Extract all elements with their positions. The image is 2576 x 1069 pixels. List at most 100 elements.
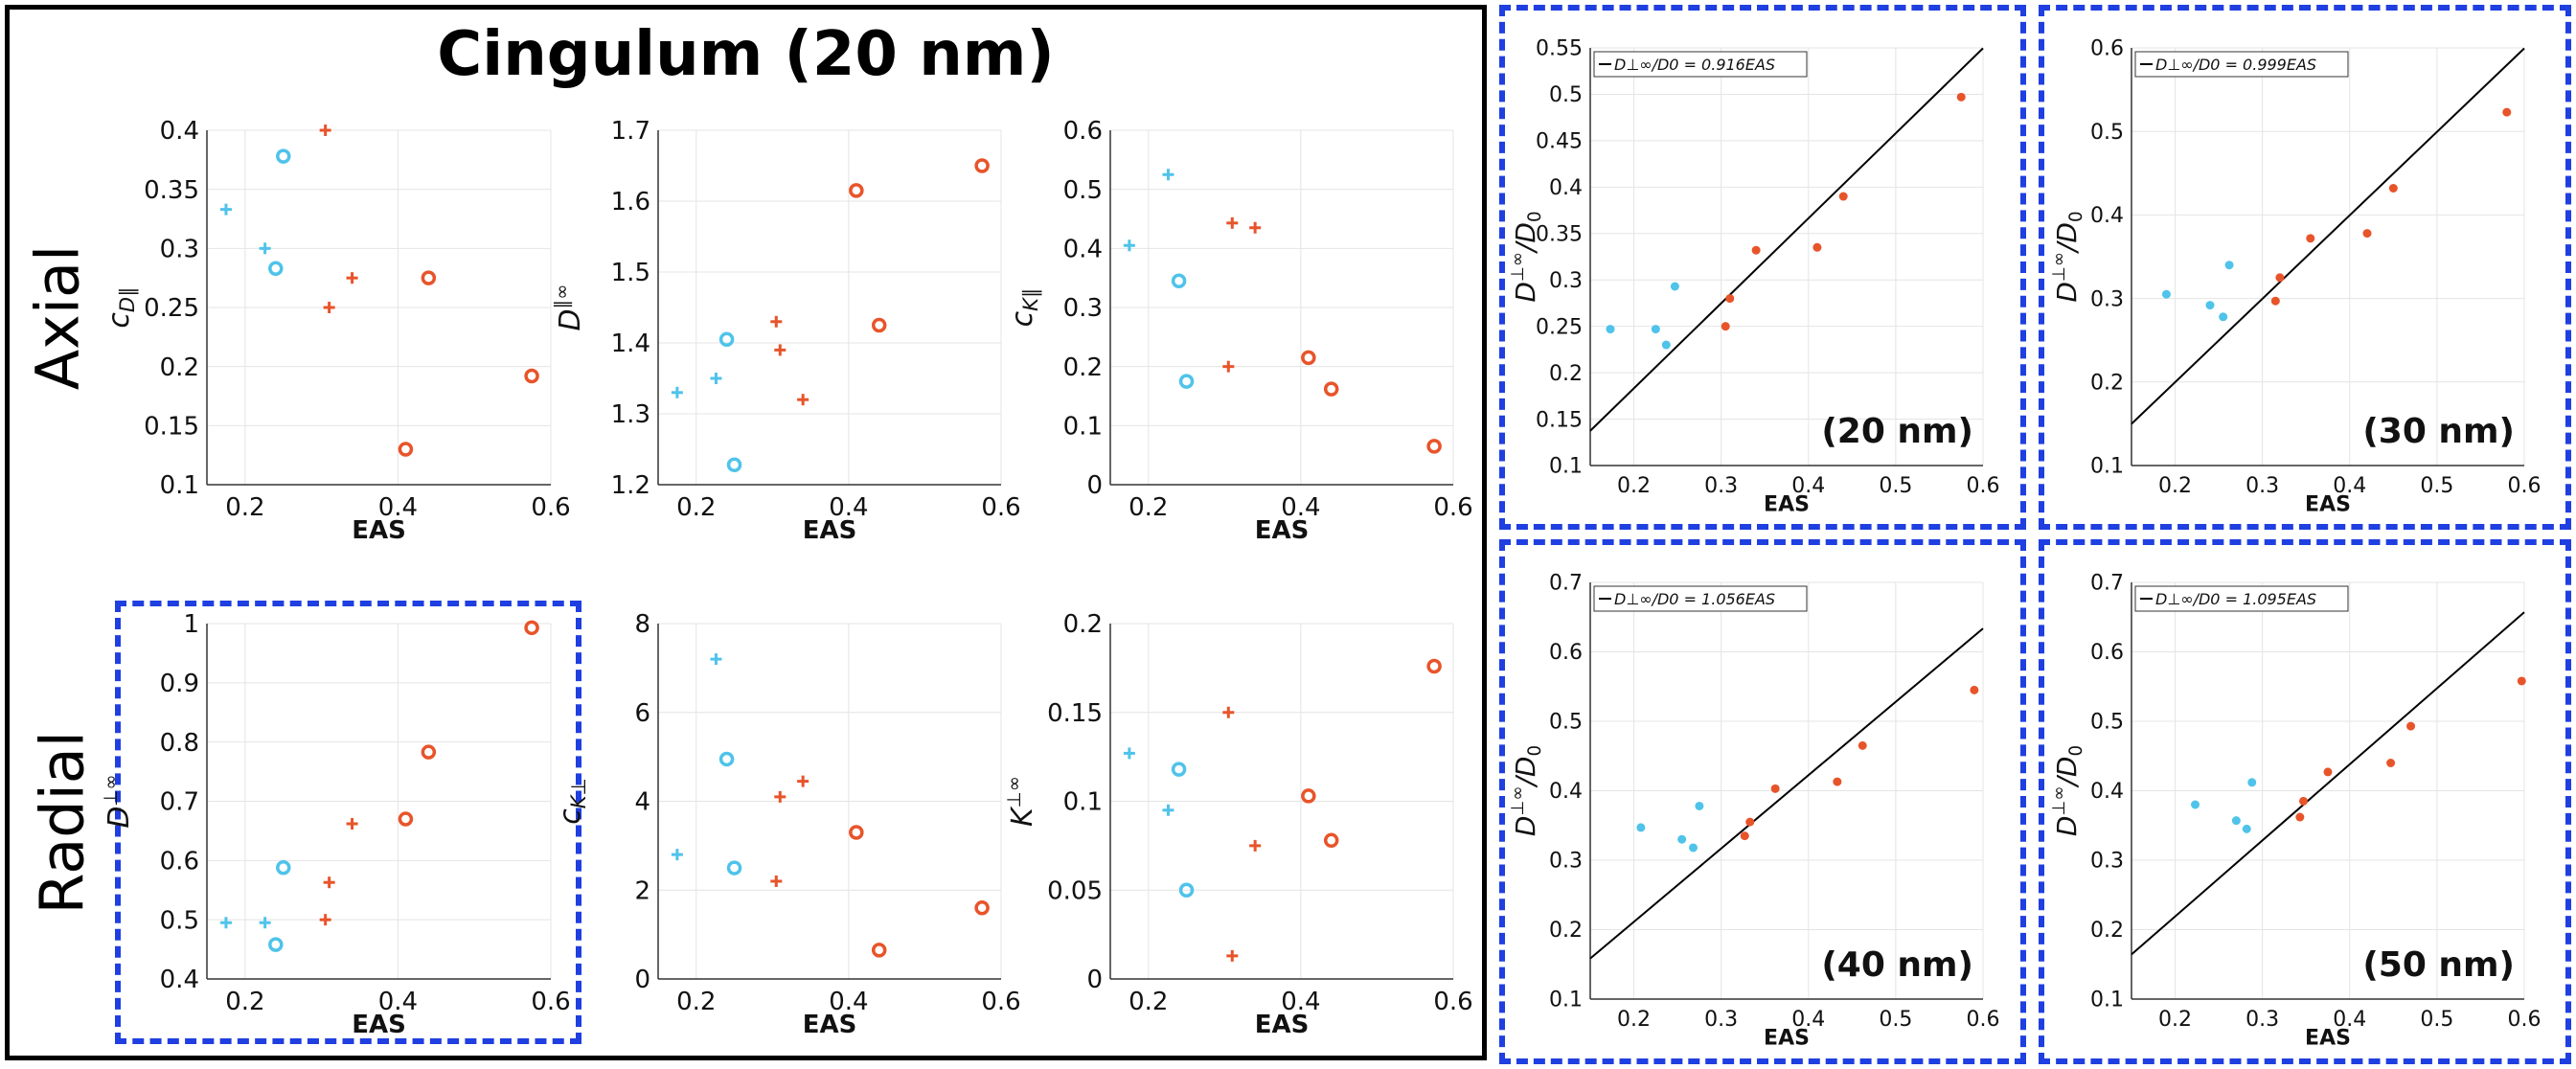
y-tick-label: 0.9 <box>160 670 199 698</box>
y-tick-label: 1.2 <box>611 471 650 500</box>
y-tick-label: 0.6 <box>1549 641 1583 665</box>
legend-box <box>2134 585 2349 612</box>
data-point-plus <box>797 775 809 787</box>
y-tick-label: 0.1 <box>1549 989 1583 1012</box>
data-point-dot <box>2161 289 2171 299</box>
x-tick-label: 0.4 <box>1281 493 1320 522</box>
y-tick-label: 1.6 <box>611 188 650 216</box>
y-tick-label: 1.5 <box>611 259 650 287</box>
y-tick-label: 0.05 <box>1047 876 1103 905</box>
x-tick-label: 0.2 <box>676 988 716 1016</box>
data-point-plus <box>219 203 232 216</box>
data-point-plus <box>1222 360 1235 373</box>
x-tick-label: 0.3 <box>2245 1008 2279 1032</box>
data-point-dot <box>2270 296 2280 306</box>
data-point-dot <box>1725 294 1735 304</box>
y-tick-label: 0.15 <box>144 412 199 441</box>
legend: D⊥∞/D0 = 1.095EAS <box>2134 585 2349 612</box>
data-point-plus <box>319 125 331 136</box>
data-point-dot <box>1740 831 1749 841</box>
x-tick-label: 0.6 <box>2508 474 2542 498</box>
y-tick-label: 0.2 <box>2090 372 2124 396</box>
chart-fit-20nm: 0.2 0.3 0.4 0.5 0.6 0.1 0.15 0.2 0.25 0.3 0.35 0.4 0… <box>1508 37 2000 517</box>
data-point-circle <box>421 744 437 760</box>
data-point-dot <box>2224 261 2234 270</box>
y-tick-label: 0.6 <box>2090 641 2124 665</box>
data-point-circle <box>276 860 291 876</box>
data-point-circle <box>1171 762 1187 777</box>
y-axis-label: cD∥ <box>103 286 139 328</box>
y-axis-label: cK⊥ <box>554 778 590 825</box>
x-tick-label: 0.4 <box>1281 988 1320 1016</box>
data-point-circle <box>726 860 742 876</box>
data-point-dot <box>2247 778 2257 787</box>
data-point-plus <box>1222 706 1235 718</box>
data-point-plus <box>710 653 722 666</box>
chart-axial-cK: 0.2 0.4 0.6 0 0.1 0.2 0.3 0.4 0.5 0.6 EAS cK∥ <box>1006 117 1473 545</box>
size-annotation: (40 nm) <box>1821 945 1973 985</box>
x-tick-label: 0.4 <box>378 988 418 1016</box>
data-point-dot <box>1661 340 1671 350</box>
x-tick-label: 0.4 <box>378 493 418 522</box>
chart-radial-Kinf: 0.2 0.4 0.6 0 0.05 0.1 0.15 0.2 EAS K⊥∞ <box>1003 610 1473 1039</box>
data-point-dot <box>1956 92 1966 102</box>
x-tick-label: 0.6 <box>531 493 570 522</box>
data-point-plus <box>1249 221 1262 234</box>
data-point-dot <box>1970 685 1979 694</box>
data-point-plus <box>323 876 335 889</box>
data-point-plus <box>1226 949 1239 962</box>
data-point-dot <box>2323 767 2333 777</box>
legend: D⊥∞/D0 = 0.999EAS <box>2134 51 2349 78</box>
y-tick-label: 4 <box>634 788 650 817</box>
x-tick-label: 0.4 <box>2333 1008 2366 1032</box>
y-tick-label: 0.4 <box>2090 780 2124 804</box>
legend-box <box>1593 585 1808 612</box>
y-tick-label: 0.3 <box>1549 269 1583 293</box>
data-point-dot <box>2517 676 2526 686</box>
y-tick-label: 0.5 <box>2090 711 2124 735</box>
y-axis-label: D⊥∞/D0 <box>1508 745 1545 836</box>
data-point-plus <box>774 344 786 356</box>
x-tick-label: 0.4 <box>829 493 868 522</box>
y-tick-label: 1.7 <box>611 117 650 146</box>
data-point-dot <box>2295 812 2305 822</box>
data-point-circle <box>1178 882 1195 898</box>
x-tick-label: 0.2 <box>1617 474 1651 498</box>
x-tick-label: 0.2 <box>676 493 716 522</box>
y-tick-label: 8 <box>634 610 650 639</box>
x-axis-label: EAS <box>1764 492 1810 516</box>
data-point-dot <box>1606 325 1615 334</box>
y-axis-label: D∥∞ <box>551 284 587 330</box>
x-tick-label: 0.5 <box>1879 1008 1912 1032</box>
y-tick-label: 0.8 <box>160 729 199 758</box>
x-tick-label: 0.4 <box>1791 474 1825 498</box>
data-point-plus <box>770 315 783 328</box>
data-point-circle <box>398 442 414 457</box>
legend: D⊥∞/D0 = 1.056EAS <box>1593 585 1808 612</box>
x-tick-label: 0.6 <box>981 988 1020 1016</box>
data-point-dot <box>1689 843 1698 853</box>
y-tick-label: 1 <box>183 610 199 639</box>
data-point-circle <box>1426 658 1442 674</box>
data-point-dot <box>1677 834 1687 844</box>
cingulum-panel-border <box>5 5 1487 1060</box>
y-tick-label: 0.4 <box>1063 235 1103 263</box>
y-tick-label: 0.45 <box>1536 130 1583 154</box>
chart-fit-30nm: 0.2 0.3 0.4 0.5 0.6 0.1 0.2 0.3 0.4 0.5 0.6 EAS D⊥∞/… <box>2049 37 2542 517</box>
data-point-plus <box>1123 239 1135 252</box>
y-tick-label: 0.1 <box>1063 412 1103 441</box>
y-tick-label: 0.5 <box>2090 121 2124 145</box>
data-point-circle <box>1323 832 1339 849</box>
data-point-plus <box>770 875 783 887</box>
chart-radial-cK: 0.2 0.4 0.6 0 2 4 6 8 EAS cK⊥ <box>554 610 1021 1039</box>
y-tick-label: 0.3 <box>160 235 199 263</box>
legend-label: D⊥∞/D0 = 1.095EAS <box>2155 590 2316 608</box>
x-tick-label: 0.6 <box>1433 988 1472 1016</box>
data-point-dot <box>1636 823 1646 832</box>
x-axis-label: EAS <box>803 1011 857 1039</box>
chart-radial-Dinf: 0.2 0.4 0.6 0.4 0.5 0.6 0.7 0.8 0.9 1 EAS D⊥∞ <box>100 610 571 1039</box>
y-tick-label: 0.7 <box>160 788 199 817</box>
y-tick-label: 0.3 <box>1063 294 1103 323</box>
fit-line <box>1589 47 1984 432</box>
y-tick-label: 0.15 <box>1047 699 1103 728</box>
